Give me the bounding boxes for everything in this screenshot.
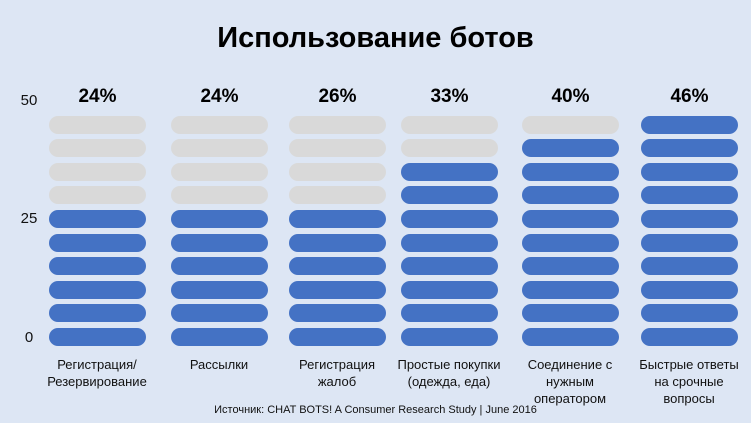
- bar-segment-filled: [289, 328, 386, 346]
- category-label: Быстрые ответы на срочные вопросы: [639, 357, 739, 406]
- y-tick-25: 25: [20, 210, 38, 227]
- y-tick-0: 0: [24, 329, 34, 346]
- bar-segment-filled: [641, 257, 738, 275]
- bar-segment-empty: [289, 116, 386, 134]
- source-note: Источник: CHAT BOTS! A Consumer Research…: [214, 404, 537, 416]
- bar-segment-filled: [401, 328, 498, 346]
- bar-segment-filled: [289, 234, 386, 252]
- bar-segment-empty: [171, 163, 268, 181]
- value-label: 24%: [78, 86, 117, 107]
- bar-segment-filled: [522, 328, 619, 346]
- bar-segment-filled: [522, 281, 619, 299]
- bar-segment-filled: [401, 163, 498, 181]
- bar-segment-filled: [401, 257, 498, 275]
- bar-segment-filled: [401, 304, 498, 322]
- bar-segment-filled: [641, 163, 738, 181]
- category-label: Соединение с нужным оператором: [527, 357, 613, 406]
- y-tick-50: 50: [20, 92, 38, 109]
- bar-segment-filled: [522, 257, 619, 275]
- bar-segment-empty: [522, 116, 619, 134]
- bar-segment-filled: [641, 304, 738, 322]
- value-label: 40%: [551, 86, 590, 107]
- bar-segment-filled: [641, 116, 738, 134]
- bar-segment-filled: [49, 257, 146, 275]
- category-label: Простые покупки (одежда, еда): [397, 357, 501, 389]
- bar-segment-filled: [522, 304, 619, 322]
- bar-segment-filled: [401, 281, 498, 299]
- bar-segment-filled: [49, 281, 146, 299]
- bar-segment-filled: [49, 234, 146, 252]
- bar-segment-filled: [522, 139, 619, 157]
- bar-segment-filled: [171, 257, 268, 275]
- bar-segment-filled: [289, 304, 386, 322]
- bar-segment-filled: [289, 210, 386, 228]
- bar-segment-empty: [49, 163, 146, 181]
- bar-segment-filled: [401, 234, 498, 252]
- bar-segment-empty: [289, 186, 386, 204]
- bar-segment-empty: [49, 139, 146, 157]
- bar-segment-empty: [171, 186, 268, 204]
- bar-segment-filled: [641, 139, 738, 157]
- bar-segment-empty: [171, 139, 268, 157]
- bar-segment-filled: [522, 210, 619, 228]
- bar-segment-filled: [171, 304, 268, 322]
- bar-segment-empty: [401, 116, 498, 134]
- bar-segment-empty: [49, 116, 146, 134]
- bar-segment-filled: [522, 186, 619, 204]
- bar-segment-filled: [49, 210, 146, 228]
- category-label: Рассылки: [189, 357, 249, 372]
- value-label: 26%: [318, 86, 357, 107]
- bar-segment-filled: [641, 210, 738, 228]
- bar-segment-empty: [289, 163, 386, 181]
- value-label: 46%: [670, 86, 709, 107]
- bar-segment-empty: [401, 139, 498, 157]
- bar-segment-filled: [171, 234, 268, 252]
- bar-segment-empty: [49, 186, 146, 204]
- chart-title: Использование ботов: [217, 22, 534, 54]
- bar-segment-filled: [522, 163, 619, 181]
- bar-segment-filled: [401, 210, 498, 228]
- bar-segment-filled: [641, 234, 738, 252]
- bar-segment-filled: [289, 257, 386, 275]
- bar-segment-filled: [641, 186, 738, 204]
- bar-segment-filled: [171, 210, 268, 228]
- category-label: Регистрация/ Резервирование: [47, 357, 147, 389]
- bar-segment-filled: [171, 281, 268, 299]
- bar-segment-filled: [49, 304, 146, 322]
- value-label: 33%: [430, 86, 469, 107]
- bar-segment-filled: [171, 328, 268, 346]
- bar-segment-filled: [641, 281, 738, 299]
- bar-segment-filled: [522, 234, 619, 252]
- bar-segment-filled: [49, 328, 146, 346]
- category-label: Регистрация жалоб: [299, 357, 375, 389]
- bar-segment-filled: [401, 186, 498, 204]
- bar-segment-filled: [641, 328, 738, 346]
- bar-segment-empty: [171, 116, 268, 134]
- value-label: 24%: [200, 86, 239, 107]
- bar-segment-filled: [289, 281, 386, 299]
- bar-segment-empty: [289, 139, 386, 157]
